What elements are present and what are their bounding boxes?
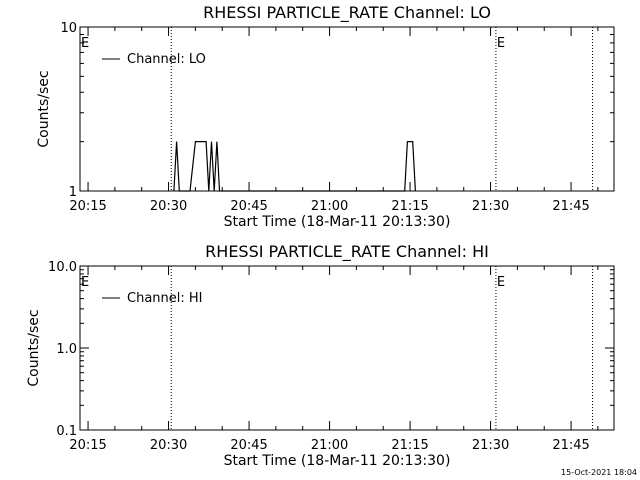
chart-2-x-tick-label: 20:45 xyxy=(230,438,267,453)
chart-1-marker-label: E xyxy=(497,36,505,51)
chart-1-edge-label: E xyxy=(81,36,89,51)
chart-1-x-tick-label: 21:15 xyxy=(391,199,428,214)
chart-2-legend-label: Channel: HI xyxy=(127,291,203,306)
chart-2-x-tick-label: 21:45 xyxy=(552,438,589,453)
chart-1-x-tick-label: 20:30 xyxy=(150,199,187,214)
footer-timestamp: 15-Oct-2021 18:04 xyxy=(561,468,637,477)
chart-1-legend-label: Channel: LO xyxy=(127,52,206,67)
chart-2-y-tick-label: 1.0 xyxy=(56,342,77,357)
chart-2-x-tick-label: 21:30 xyxy=(472,438,509,453)
chart-1-x-tick-label: 21:00 xyxy=(311,199,348,214)
chart-1-y-tick-label: 1 xyxy=(69,185,77,200)
chart-2-marker-label: E xyxy=(497,275,505,290)
chart-1-x-tick-label: 21:30 xyxy=(472,199,509,214)
chart-1-title: RHESSI PARTICLE_RATE Channel: LO xyxy=(203,3,491,23)
chart-1-x-tick-label: 20:45 xyxy=(230,199,267,214)
chart-2-title: RHESSI PARTICLE_RATE Channel: HI xyxy=(205,242,489,262)
chart-1-x-axis-label: Start Time (18-Mar-11 20:13:30) xyxy=(224,214,451,230)
chart-2-x-tick-label: 21:00 xyxy=(311,438,348,453)
chart-1-x-tick-label: 20:15 xyxy=(69,199,106,214)
chart-1-series-line xyxy=(173,141,416,192)
chart-1-x-tick-label: 21:45 xyxy=(552,199,589,214)
chart-1-y-axis-label: Counts/sec xyxy=(36,70,52,147)
chart-2-x-axis-label: Start Time (18-Mar-11 20:13:30) xyxy=(224,453,451,469)
chart-2-edge-label: E xyxy=(81,275,89,290)
chart-2-y-tick-label: 0.1 xyxy=(56,424,77,439)
chart-2-x-tick-label: 20:15 xyxy=(69,438,106,453)
chart-2-x-tick-label: 21:15 xyxy=(391,438,428,453)
chart-2-x-tick-label: 20:30 xyxy=(150,438,187,453)
chart-2-y-tick-label: 10.0 xyxy=(48,260,77,275)
chart-1-y-tick-label: 10 xyxy=(60,21,77,36)
chart-2-y-axis-label: Counts/sec xyxy=(26,309,42,386)
